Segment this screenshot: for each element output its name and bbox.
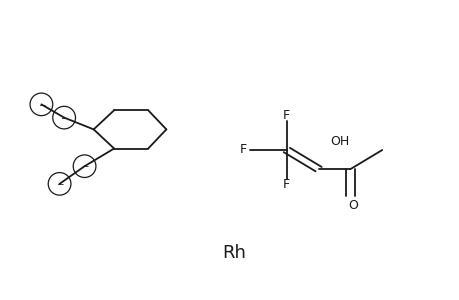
Text: F: F: [239, 143, 246, 157]
Text: −: −: [56, 179, 63, 188]
Text: −: −: [60, 113, 68, 122]
Text: −: −: [38, 100, 45, 109]
Text: O: O: [347, 199, 357, 212]
Text: F: F: [283, 178, 290, 191]
Text: OH: OH: [329, 135, 348, 148]
Text: Rh: Rh: [222, 244, 246, 262]
Text: F: F: [283, 109, 290, 122]
Text: −: −: [81, 162, 88, 171]
